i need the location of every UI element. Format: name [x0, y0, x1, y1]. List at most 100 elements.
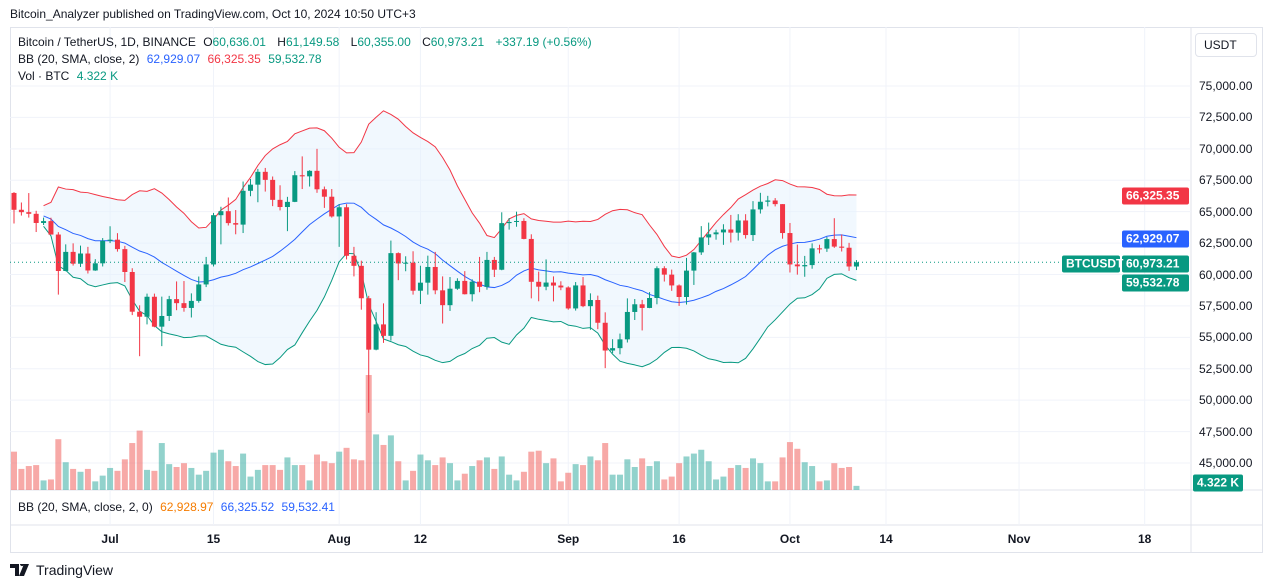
candle-body [595, 300, 601, 323]
time-tick-label: Nov [1007, 532, 1031, 546]
candle-body [114, 239, 120, 250]
volume-bar [846, 467, 853, 490]
candle-body [817, 248, 823, 250]
volume-bar [18, 468, 25, 490]
candle-body [144, 296, 150, 317]
volume-bar [195, 474, 202, 490]
candle-body [432, 266, 438, 291]
candle-body [780, 204, 786, 234]
candle-body [159, 315, 165, 327]
bb-mid-badge: 62,929.07 [1122, 230, 1189, 248]
volume-bar [424, 460, 431, 490]
volume-bar [838, 467, 845, 490]
candle-body [757, 201, 763, 210]
currency-button[interactable]: USDT [1195, 33, 1257, 57]
price-tick-label: 70,000.00 [1199, 141, 1253, 156]
candle-body [794, 264, 800, 267]
candle-body [425, 266, 431, 283]
volume-bar [166, 464, 173, 490]
volume-bar [47, 479, 54, 490]
volume-label[interactable]: Vol · BTC [18, 69, 70, 83]
candle-body [706, 234, 712, 238]
candle-body [151, 296, 157, 327]
candle-body [514, 220, 520, 222]
change-value: +337.19 (+0.56%) [495, 35, 592, 49]
candle-body [11, 192, 17, 210]
candle-body [728, 229, 734, 233]
candle-body [750, 209, 756, 236]
volume-bar [343, 447, 350, 490]
volume-bar [180, 463, 187, 490]
candle-body [573, 285, 579, 309]
volume-bar [705, 461, 712, 490]
price-tick-label: 50,000.00 [1199, 393, 1253, 408]
volume-bar [631, 467, 638, 490]
bb-upper-line [43, 110, 857, 259]
volume-bar [653, 461, 660, 490]
candle-body [18, 209, 24, 213]
candle-body [499, 223, 505, 270]
candle-body [477, 281, 483, 287]
bb-label[interactable]: BB (20, SMA, close, 2) [18, 52, 140, 66]
volume-bar [580, 465, 587, 490]
volume-bar [439, 457, 446, 490]
candle-body [765, 200, 771, 202]
high-value: 61,149.58 [285, 35, 340, 49]
candle-body [521, 220, 527, 239]
lower-bb-label[interactable]: BB (20, SMA, close, 2, 0) [18, 500, 153, 514]
symbol-title[interactable]: Bitcoin / TetherUS, 1D, BINANCE [18, 35, 196, 49]
volume-badge: 4.322 K [1193, 474, 1243, 492]
candle-body [447, 288, 453, 306]
bb-mid-line [43, 202, 857, 304]
volume-bar [646, 466, 653, 490]
candle-body [358, 265, 364, 299]
tradingview-logo-icon [10, 564, 29, 576]
published-caption: Bitcoin_Analyzer published on TradingVie… [10, 7, 416, 21]
candle-body [558, 285, 564, 288]
bb-band-fill [43, 110, 857, 367]
time-tick-label: 15 [206, 532, 221, 546]
candle-body [772, 200, 778, 205]
time-tick-label: Sep [557, 532, 580, 546]
volume-bar [262, 465, 269, 490]
candle-body [676, 285, 682, 297]
candle-body [484, 259, 490, 287]
brand-name: TradingView [36, 562, 114, 578]
candle-body [824, 239, 830, 249]
candle-body [85, 253, 91, 271]
volume-bar [358, 460, 365, 490]
tradingview-logo[interactable]: TradingView [10, 562, 113, 578]
candle-body [846, 247, 852, 267]
volume-bar [114, 470, 121, 490]
candle-body [403, 262, 409, 264]
candle-body [624, 311, 630, 340]
candle-body [802, 265, 808, 267]
candle-body [321, 189, 327, 197]
candle-body [218, 211, 224, 216]
volume-bar [594, 460, 601, 490]
symbol-badge: BTCUSDT [1062, 255, 1123, 273]
volume-bar [158, 443, 165, 490]
volume-bar [350, 459, 357, 490]
bb-legend: BB (20, SMA, close, 2) 62,929.07 66,325.… [18, 52, 326, 66]
bb-lower-value: 59,532.78 [268, 52, 322, 66]
chart-frame[interactable] [10, 27, 1263, 553]
volume-bar [225, 461, 232, 490]
volume-bar [313, 454, 320, 490]
volume-bar [491, 468, 498, 490]
candle-body [33, 213, 39, 223]
volume-bar [794, 448, 801, 490]
volume-bar [188, 467, 195, 490]
bb-upper-value: 66,325.35 [207, 52, 261, 66]
candle-body [831, 239, 837, 247]
candle-body [610, 348, 616, 351]
price-tick-label: 65,000.00 [1199, 204, 1253, 219]
time-tick-label: 12 [413, 532, 428, 546]
volume-bar [624, 459, 631, 490]
volume-value: 4.322 K [76, 69, 119, 83]
volume-bar [520, 471, 527, 490]
volume-bar [277, 469, 284, 490]
candle-body [809, 248, 815, 266]
candle-body [462, 280, 468, 295]
